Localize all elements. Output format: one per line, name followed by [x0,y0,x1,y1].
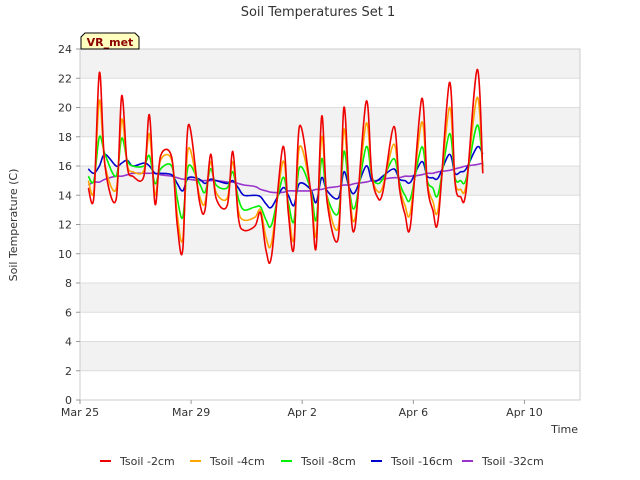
y-tick-label: 20 [58,102,72,115]
band-18 [80,107,580,137]
y-tick-label: 8 [65,277,72,290]
x-tick-label: Mar 29 [172,406,210,419]
legend: Tsoil -2cm Tsoil -4cm Tsoil -8cm Tsoil -16c… [100,455,544,468]
band-22 [80,49,580,79]
y-tick-label: 6 [65,306,72,319]
band-0 [80,370,580,400]
x-axis-label: Time [550,423,578,436]
legend-label-tsoil-2cm: Tsoil -2cm [119,455,175,468]
chart-title: Soil Temperatures Set 1 [241,5,396,20]
y-tick-label: 18 [58,131,72,144]
x-tick-label: Apr 10 [506,406,543,419]
series-lines [87,68,484,265]
band-2 [80,341,580,371]
series-line-tsoil-2cm [87,68,484,265]
band-14 [80,166,580,196]
legend-label-tsoil-16cm: Tsoil -16cm [390,455,453,468]
y-tick-label: 22 [58,72,72,85]
x-tick-label: Mar 25 [61,406,99,419]
band-4 [80,312,580,342]
x-tick-label: Apr 2 [287,406,317,419]
legend-label-tsoil-8cm: Tsoil -8cm [300,455,356,468]
band-8 [80,253,580,283]
y-tick-label: 14 [58,189,72,202]
y-tick-label: 4 [65,336,72,349]
y-axis-label: Soil Temperature (C) [7,169,20,282]
band-20 [80,78,580,108]
legend-label-tsoil-32cm: Tsoil -32cm [481,455,544,468]
y-tick-label: 24 [58,43,72,56]
y-tick-label: 0 [65,394,72,407]
badge-label: VR_met [87,36,134,49]
band-10 [80,224,580,254]
y-tick-label: 16 [58,160,72,173]
legend-label-tsoil-4cm: Tsoil -4cm [209,455,265,468]
x-tick-label: Apr 6 [399,406,429,419]
y-tick-label: 10 [58,248,72,261]
y-tick-label: 2 [65,365,72,378]
band-6 [80,283,580,313]
y-tick-label: 12 [58,219,72,232]
x-axis-ticks: Mar 25 Mar 29 Apr 2 Apr 6 Apr 10 [61,400,543,419]
badge-shape [80,32,140,50]
band-16 [80,136,580,166]
station-badge: VR_met [80,32,140,50]
